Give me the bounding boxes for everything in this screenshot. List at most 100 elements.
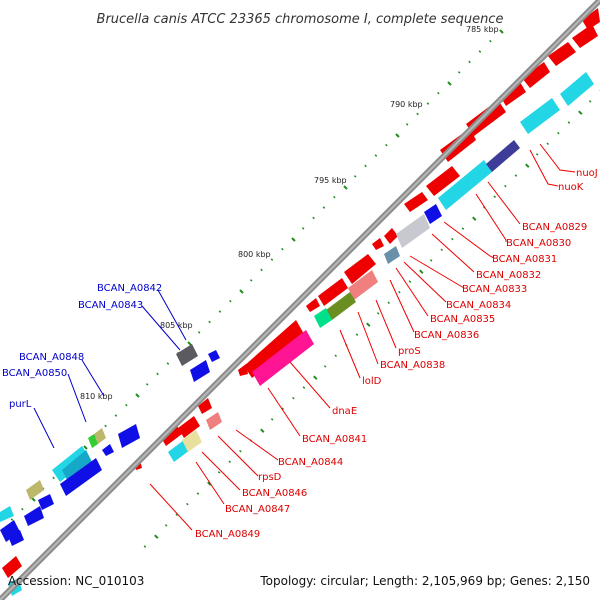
major-tick bbox=[31, 497, 36, 502]
gene-label: BCAN_A0847 bbox=[225, 504, 290, 515]
major-tick bbox=[366, 322, 371, 327]
gene-arrow bbox=[0, 506, 14, 522]
gene-label: purL bbox=[9, 399, 32, 410]
minor-tick bbox=[333, 195, 336, 199]
tick-track bbox=[10, 29, 600, 548]
gene-label: rpsD bbox=[258, 472, 282, 483]
minor-tick bbox=[104, 424, 107, 428]
gene-arrow bbox=[522, 62, 550, 88]
gene-label: BCAN_A0831 bbox=[492, 254, 557, 265]
minor-tick bbox=[52, 476, 55, 480]
gene-arrow bbox=[190, 360, 210, 382]
major-tick bbox=[578, 110, 583, 115]
minor-tick bbox=[385, 143, 388, 147]
gene-block bbox=[206, 412, 222, 430]
gene-arrow bbox=[344, 254, 376, 284]
gene-label: BCAN_A0836 bbox=[414, 330, 479, 341]
gene-label: BCAN_A0833 bbox=[462, 284, 527, 295]
minor-tick bbox=[588, 100, 592, 103]
gene-arrow bbox=[520, 98, 560, 134]
gene-label: BCAN_A0832 bbox=[476, 270, 541, 281]
gene-arrow bbox=[102, 444, 114, 456]
minor-tick bbox=[334, 354, 338, 358]
minor-tick bbox=[408, 280, 412, 283]
major-tick bbox=[291, 237, 296, 242]
map-title: Brucella canis ATCC 23365 chromosome I, … bbox=[97, 12, 504, 27]
minor-tick bbox=[186, 502, 189, 506]
minor-tick bbox=[457, 71, 461, 74]
gene-block bbox=[182, 430, 202, 452]
minor-tick bbox=[125, 403, 128, 407]
minor-tick bbox=[239, 449, 242, 453]
gene-label: BCAN_A0829 bbox=[522, 222, 587, 233]
minor-tick bbox=[281, 247, 284, 251]
kbp-label: 810 kbp bbox=[80, 392, 113, 401]
minor-tick bbox=[461, 227, 465, 230]
minor-tick bbox=[451, 237, 454, 241]
gene-label: BCAN_A0848 bbox=[19, 352, 84, 363]
major-tick bbox=[499, 29, 504, 34]
major-tick bbox=[313, 375, 318, 380]
gene-arrow bbox=[438, 160, 492, 210]
minor-tick bbox=[567, 121, 571, 124]
gene-block bbox=[252, 330, 314, 386]
gene-block bbox=[176, 344, 198, 366]
minor-tick bbox=[208, 320, 211, 324]
minor-tick bbox=[557, 131, 560, 135]
minor-tick bbox=[387, 301, 391, 305]
gene-label: nuoJ bbox=[576, 168, 598, 179]
minor-tick bbox=[514, 174, 518, 177]
gene-arrow bbox=[384, 228, 398, 244]
minor-tick bbox=[114, 414, 118, 417]
gene-arrow bbox=[118, 424, 140, 448]
kbp-label: 800 kbp bbox=[238, 250, 271, 259]
kbp-label: 790 kbp bbox=[390, 100, 423, 109]
minor-tick bbox=[270, 418, 274, 421]
gene-arrow bbox=[244, 320, 304, 378]
minor-tick bbox=[546, 142, 550, 146]
leader-lines-blue bbox=[33, 289, 187, 449]
gene-arrow bbox=[2, 556, 22, 578]
minor-tick bbox=[228, 460, 232, 464]
gene-label: lolD bbox=[362, 376, 382, 387]
minor-tick bbox=[405, 123, 409, 126]
minor-tick bbox=[143, 545, 147, 548]
gene-label: BCAN_A0850 bbox=[2, 368, 67, 379]
gene-label: nuoK bbox=[558, 182, 584, 193]
minor-tick bbox=[440, 248, 444, 252]
minor-tick bbox=[166, 362, 170, 365]
genome-summary: Topology: circular; Length: 2,105,969 bp… bbox=[259, 574, 590, 588]
major-tick bbox=[260, 428, 265, 433]
gene-arrow bbox=[404, 192, 428, 212]
minor-tick bbox=[489, 39, 492, 43]
gene-arrow bbox=[198, 398, 212, 414]
minor-tick bbox=[353, 175, 357, 178]
minor-tick bbox=[164, 524, 168, 527]
gene-arrow bbox=[500, 82, 526, 106]
minor-tick bbox=[426, 102, 430, 105]
gene-arrow bbox=[426, 166, 460, 196]
gene-arrow bbox=[38, 494, 54, 510]
minor-tick bbox=[437, 91, 440, 95]
major-tick bbox=[83, 445, 88, 450]
gene-block bbox=[62, 450, 92, 482]
minor-tick bbox=[218, 310, 222, 313]
major-tick bbox=[525, 163, 530, 168]
minor-tick bbox=[416, 112, 419, 116]
major-tick bbox=[187, 341, 192, 346]
kbp-label: 785 kbp bbox=[466, 25, 499, 34]
gene-label: BCAN_A0835 bbox=[430, 314, 495, 325]
gene-arrow bbox=[60, 458, 102, 496]
gene-arrow bbox=[238, 364, 248, 376]
minor-tick bbox=[21, 507, 24, 511]
gene-label: proS bbox=[398, 346, 421, 357]
minor-tick bbox=[312, 216, 315, 220]
minor-tick bbox=[175, 513, 179, 517]
gene-label: dnaE bbox=[332, 406, 357, 417]
major-tick bbox=[239, 289, 244, 294]
gene-arrow bbox=[560, 72, 594, 106]
major-tick bbox=[135, 393, 140, 398]
gene-block bbox=[314, 308, 332, 328]
gene-label: BCAN_A0838 bbox=[380, 360, 445, 371]
